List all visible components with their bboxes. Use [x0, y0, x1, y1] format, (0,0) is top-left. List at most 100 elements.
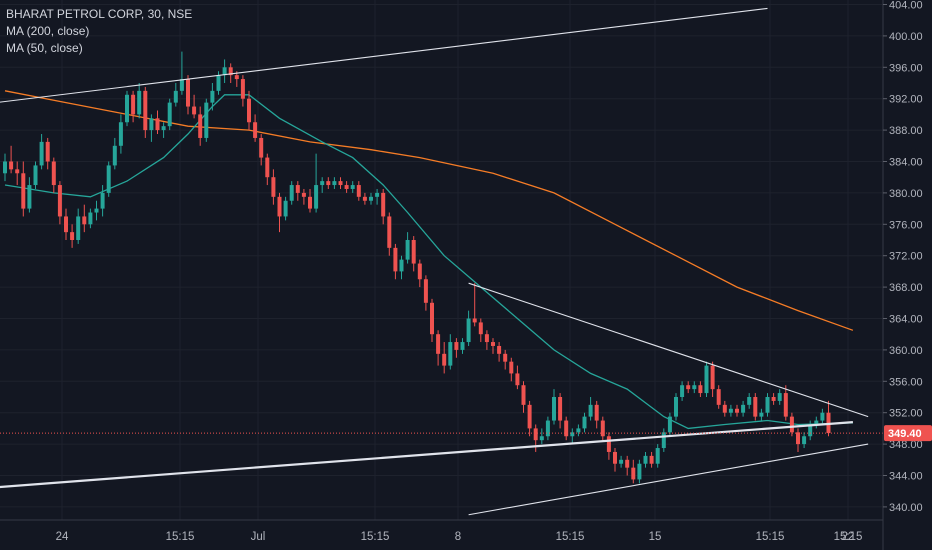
candle-body — [808, 424, 813, 437]
candle-body — [259, 137, 264, 158]
candle-body — [564, 420, 569, 437]
candle-body — [747, 397, 752, 405]
candle-body — [167, 102, 172, 127]
trendline — [0, 7, 768, 103]
candle-body — [802, 436, 807, 445]
trendline-drawings[interactable] — [0, 7, 869, 516]
candle-body — [436, 334, 441, 354]
price-axis-bg — [883, 0, 932, 550]
candle-body — [661, 432, 666, 449]
candle-body — [606, 436, 611, 452]
candle-body — [698, 385, 703, 394]
time-tick-label: 15:15 — [556, 531, 585, 543]
candle-body — [9, 161, 14, 170]
candle-body — [247, 98, 251, 123]
candle-body — [594, 404, 599, 421]
candle-body — [369, 196, 373, 201]
candle-body — [637, 463, 642, 480]
candle-body — [228, 67, 233, 76]
candle-body — [649, 455, 654, 464]
candle-body — [491, 342, 495, 346]
candle-body — [497, 345, 502, 354]
price-tick-label: 360.00 — [889, 345, 923, 357]
candle-body — [533, 428, 538, 441]
candle-body — [173, 90, 178, 103]
candle-body — [503, 353, 508, 362]
candle-body — [655, 448, 660, 464]
candle-body — [326, 181, 331, 186]
candle-body — [179, 79, 184, 91]
time-tick-label: 15:15 — [756, 531, 785, 543]
candle-body — [33, 165, 38, 186]
candle-body — [143, 90, 148, 131]
price-tick-label: 400.00 — [889, 31, 923, 43]
time-tick-label: 15:15 — [834, 531, 863, 543]
candle-body — [710, 365, 715, 390]
candle-body — [149, 118, 154, 131]
candle-body — [735, 408, 739, 413]
candle-body — [484, 334, 489, 343]
price-tick-label: 356.00 — [889, 376, 923, 388]
candle-body — [539, 436, 544, 441]
ma50-line — [4, 94, 853, 430]
candle-body — [21, 173, 26, 209]
candle-body — [582, 416, 587, 429]
candle-body — [118, 122, 123, 146]
candle-body — [625, 459, 630, 468]
candle-body — [375, 192, 380, 197]
candle-body — [765, 397, 770, 413]
candle-body — [3, 161, 7, 174]
trendline — [468, 282, 869, 418]
ma200-line — [4, 90, 854, 331]
candle-body — [301, 192, 306, 197]
price-tick-label: 392.00 — [889, 94, 923, 106]
candle-body — [619, 459, 624, 464]
candle-body — [283, 200, 288, 217]
candle-body — [789, 416, 794, 433]
price-tick-label: 352.00 — [889, 408, 923, 420]
candle-body — [131, 94, 136, 115]
price-tick-label: 404.00 — [889, 0, 923, 12]
candle-body — [448, 342, 453, 366]
candle-body — [600, 420, 605, 437]
candle-body — [76, 216, 81, 240]
trendline — [0, 421, 853, 489]
last-price-tag: 349.40 — [884, 425, 932, 442]
price-axis[interactable]: 404.00 400.00 396.00 392.00 388.00 384.00 380.… — [882, 0, 932, 550]
candle-body — [204, 102, 209, 138]
candle-body — [442, 353, 447, 366]
candle-body — [39, 141, 44, 166]
candle-body — [295, 185, 300, 193]
candle-body — [478, 322, 483, 335]
candle-body — [716, 389, 721, 405]
candle-body — [289, 185, 294, 201]
price-tick-label: 380.00 — [889, 188, 923, 200]
candle-body — [417, 263, 422, 280]
price-tick-label: 364.00 — [889, 314, 923, 326]
ma50-legend: MA (50, close) — [6, 41, 83, 55]
candle-body — [405, 240, 410, 260]
candle-body — [631, 467, 636, 480]
candle-body — [588, 404, 593, 417]
price-tick-label: 388.00 — [889, 125, 923, 137]
candle-body — [137, 90, 142, 115]
candle-body — [192, 106, 197, 115]
grid-lines — [0, 0, 883, 520]
candle-body — [552, 397, 556, 421]
candle-body — [45, 141, 50, 162]
candle-body — [350, 185, 355, 189]
candle-body — [527, 404, 532, 429]
candle-body — [466, 318, 471, 343]
candle-body — [106, 165, 111, 193]
price-tick-label: 384.00 — [889, 157, 923, 169]
candle-body — [332, 181, 337, 186]
candle-body — [759, 412, 764, 417]
candlestick-series — [3, 51, 831, 484]
candle-body — [15, 169, 20, 174]
candle-body — [51, 161, 56, 186]
candle-body — [820, 412, 825, 421]
candle-body — [320, 181, 325, 186]
candle-body — [64, 216, 68, 233]
